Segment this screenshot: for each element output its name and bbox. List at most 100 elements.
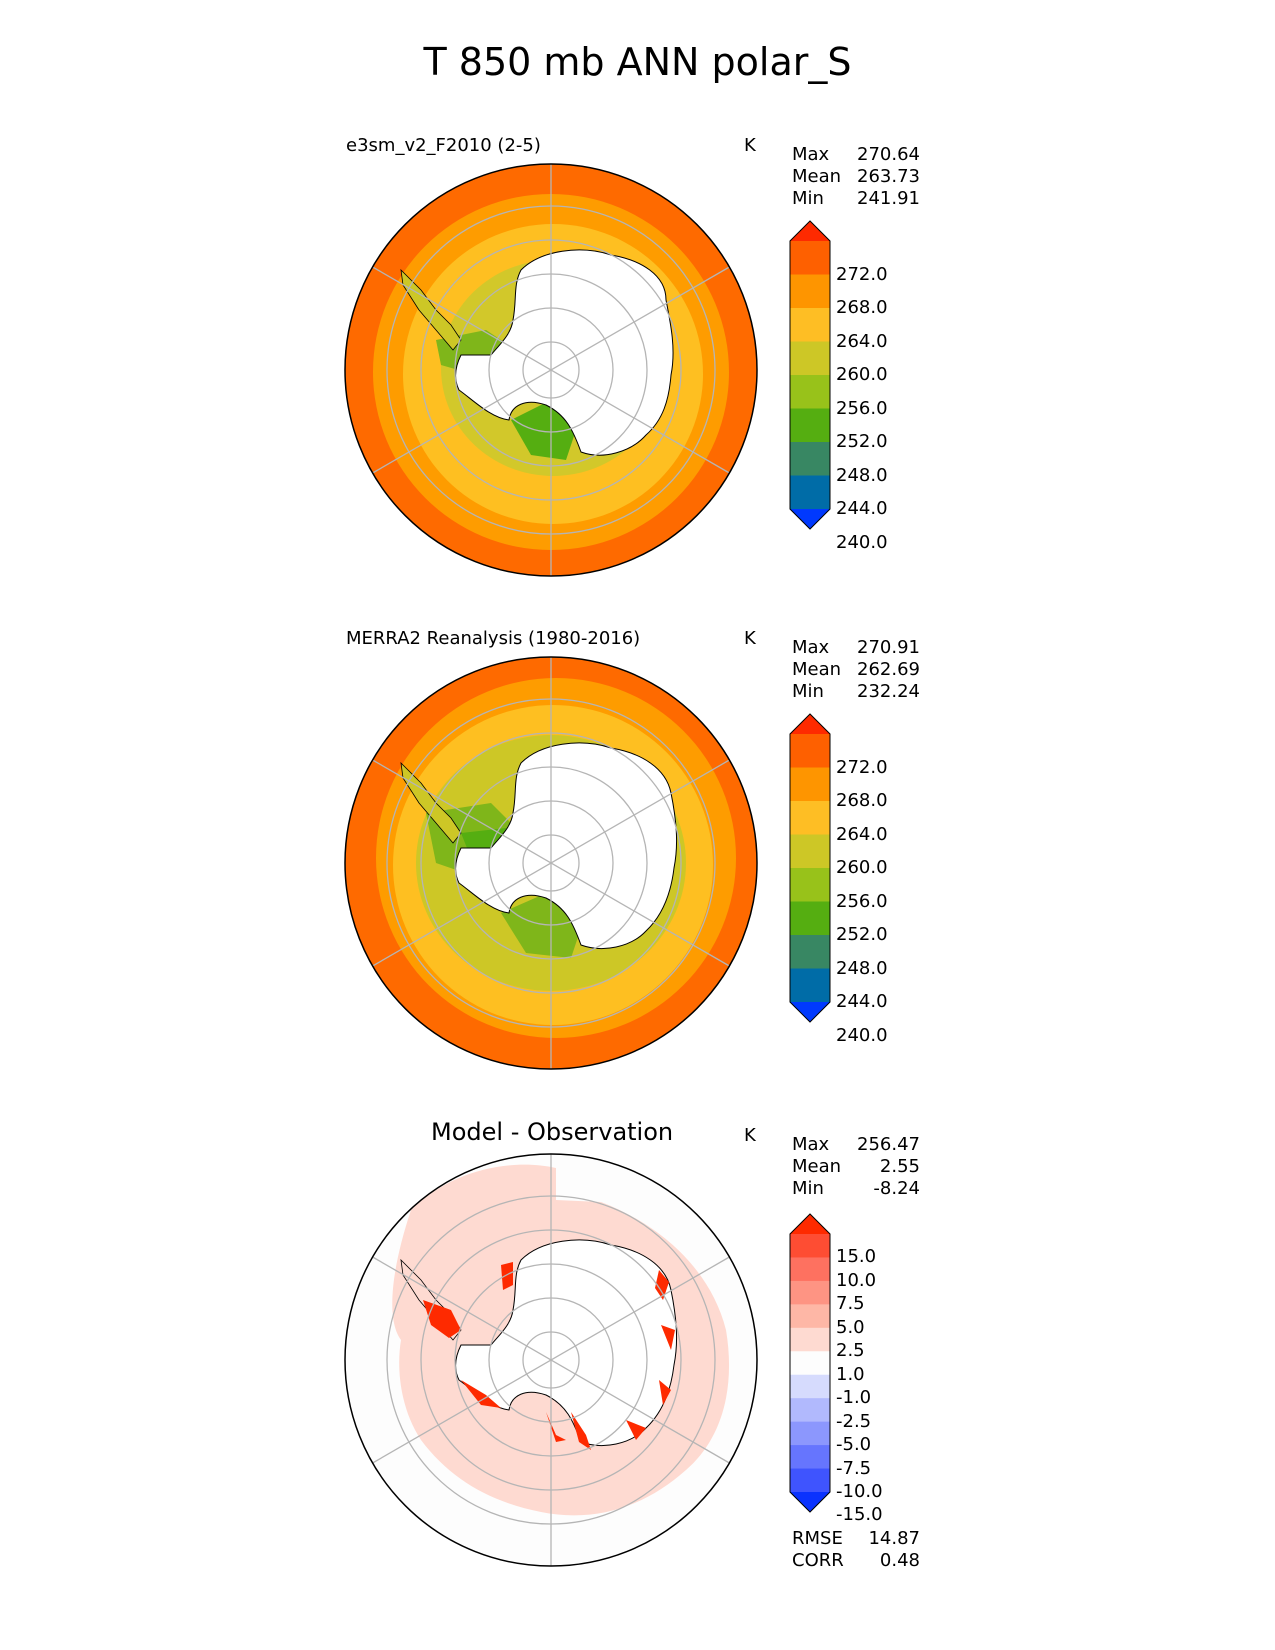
colorbar-tick-label: 244.0 <box>836 991 888 1012</box>
colorbar-segment <box>790 834 830 869</box>
panel-2-label: MERRA2 Reanalysis (1980-2016) <box>346 628 641 649</box>
colorbar-segment <box>790 1257 830 1282</box>
colorbar-segment <box>790 767 830 802</box>
colorbar-tick-label: 244.0 <box>836 498 888 519</box>
panel-1-stats: Max 270.64 Mean 263.73 Min 241.91 <box>792 144 920 210</box>
panel-3-unit: K <box>744 1125 756 1146</box>
colorbar-tick-label: -10.0 <box>836 1481 883 1502</box>
colorbar-tick-label: 260.0 <box>836 857 888 878</box>
metric-label: CORR <box>792 1550 844 1571</box>
colorbar-tick-label: 252.0 <box>836 431 888 452</box>
colorbar-segment <box>790 868 830 902</box>
colorbar-tick-label: 240.0 <box>836 1024 888 1046</box>
colorbar-segment <box>790 1468 830 1493</box>
metric-rmse: 14.87 <box>868 1528 920 1549</box>
stat-min: 232.24 <box>857 681 920 702</box>
colorbar-tick-label: 7.5 <box>836 1293 865 1315</box>
colorbar-tick-label: -5.0 <box>836 1434 872 1456</box>
colorbar-tick-label: 248.0 <box>836 957 888 979</box>
colorbar-tick-label: 10.0 <box>836 1269 877 1291</box>
colorbar-segment <box>790 341 830 376</box>
colorbar-segment <box>790 1445 830 1470</box>
stat-label: Mean <box>792 1156 842 1177</box>
colorbar-tick-label: 268.0 <box>836 297 888 318</box>
metric-corr: 0.48 <box>879 1550 920 1571</box>
colorbar-segment <box>790 1421 830 1446</box>
colorbar-tick-label: 268.0 <box>836 790 888 811</box>
colorbar-segment <box>790 442 830 476</box>
stat-label: Mean <box>792 659 842 680</box>
colorbar-tick-label: 256.0 <box>836 397 888 419</box>
colorbar-segment <box>790 935 830 969</box>
stat-label: Max <box>792 637 830 658</box>
colorbar-tick-label: 15.0 <box>836 1246 877 1268</box>
colorbar-tick-label: -1.0 <box>836 1387 872 1409</box>
colorbar-tick-label: -7.5 <box>836 1457 872 1479</box>
colorbar-segment <box>790 1327 830 1352</box>
colorbar-segment <box>790 274 830 309</box>
colorbar-tick-label: 248.0 <box>836 464 888 486</box>
colorbar-tick-label: -2.5 <box>836 1410 872 1432</box>
panel-3-map-border <box>344 1153 758 1567</box>
colorbar-tick-label: 256.0 <box>836 890 888 912</box>
colorbar-extend-top <box>790 714 830 734</box>
colorbar-segment <box>790 968 830 1003</box>
stat-max: 270.64 <box>857 144 920 165</box>
panel-1-label: e3sm_v2_F2010 (2-5) <box>346 135 541 156</box>
colorbar-extend-bottom <box>790 1492 830 1512</box>
stat-label: Min <box>792 188 824 209</box>
panel-3-graticule <box>372 1154 730 1566</box>
panel-1-polar-map <box>344 163 758 577</box>
colorbar-tick-label: 264.0 <box>836 823 888 845</box>
stat-label: Min <box>792 681 824 702</box>
colorbar-segment <box>790 308 830 342</box>
colorbar-tick-label: 272.0 <box>836 756 888 778</box>
colorbar-tick-label: 2.5 <box>836 1340 865 1362</box>
panel-3-stats: Max 256.47 Mean 2.55 Min -8.24 <box>792 1134 920 1200</box>
colorbar-outline <box>789 220 831 530</box>
colorbar-segment <box>790 734 830 768</box>
colorbar-extend-bottom <box>790 509 830 529</box>
panel-1-field <box>345 164 757 576</box>
panel-3-colorbar <box>789 1213 831 1513</box>
colorbar-extend-bottom <box>790 1002 830 1022</box>
panel-1-unit: K <box>744 135 756 156</box>
panel-3-red-coast <box>423 1262 675 1450</box>
stat-min: -8.24 <box>873 1178 920 1199</box>
colorbar-tick-label: 5.0 <box>836 1316 865 1338</box>
stat-mean: 262.69 <box>857 659 920 680</box>
colorbar-segment <box>790 375 830 409</box>
colorbar-segment <box>790 1304 830 1329</box>
panel-2-graticule <box>372 657 730 1069</box>
colorbar-segment <box>790 901 830 936</box>
metric-label: RMSE <box>792 1528 843 1549</box>
colorbar-extend-top <box>790 221 830 241</box>
stat-label: Max <box>792 1134 830 1155</box>
panel-2-polar-map <box>344 656 758 1070</box>
colorbar-segment <box>790 241 830 275</box>
colorbar-tick-label: 260.0 <box>836 364 888 385</box>
colorbar-segment <box>790 408 830 443</box>
panel-3-polar-map <box>344 1153 758 1567</box>
panel-1-map-border <box>344 163 758 577</box>
colorbar-tick-label: -15.0 <box>836 1504 883 1526</box>
colorbar-segment <box>790 801 830 835</box>
stat-mean: 263.73 <box>857 166 920 187</box>
colorbar-tick-label: 264.0 <box>836 330 888 352</box>
colorbar-outline <box>789 1213 831 1513</box>
colorbar-tick-label: 272.0 <box>836 263 888 285</box>
colorbar-segment <box>790 1398 830 1423</box>
colorbar-segment <box>790 1374 830 1399</box>
colorbar-outline <box>789 713 831 1023</box>
colorbar-segment <box>790 1280 830 1305</box>
colorbar-segment <box>790 1351 830 1376</box>
figure-title: T 850 mb ANN polar_S <box>423 40 852 84</box>
panel-3-label: Model - Observation <box>431 1118 674 1146</box>
colorbar-segment <box>790 1234 830 1258</box>
colorbar-tick-label: 240.0 <box>836 531 888 553</box>
colorbar-tick-label: 252.0 <box>836 924 888 945</box>
stat-max: 270.91 <box>857 637 920 658</box>
colorbar-tick-label: 1.0 <box>836 1363 865 1385</box>
panel-1-colorbar <box>789 220 831 530</box>
panel-2-stats: Max 270.91 Mean 262.69 Min 232.24 <box>792 637 920 703</box>
